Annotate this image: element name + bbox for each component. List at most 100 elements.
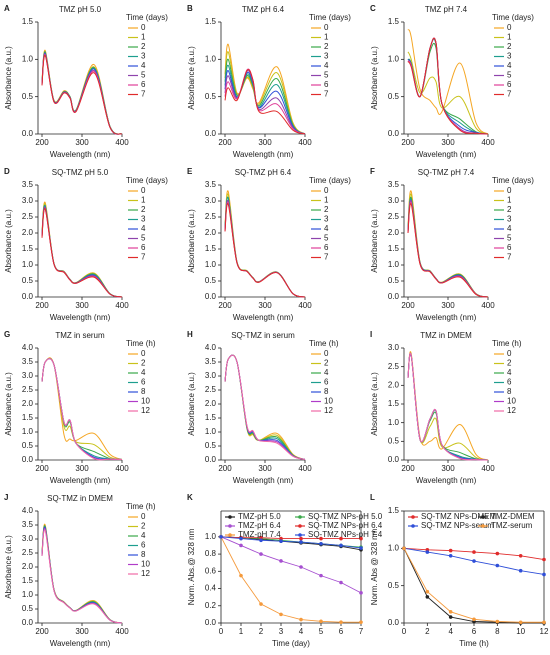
series-line [224, 193, 306, 298]
y-tick-label: 3.0 [388, 343, 400, 352]
series-line [407, 193, 489, 298]
marker [339, 536, 343, 541]
legend-label: 8 [141, 550, 146, 559]
x-tick-label: 300 [441, 138, 455, 147]
legend-label: 0 [324, 186, 329, 195]
legend-label: 6 [141, 243, 146, 252]
x-tick-label: 400 [481, 464, 495, 473]
marker [542, 620, 546, 625]
legend-label: SQ-TMZ NPs-DMEM [421, 512, 496, 521]
marker [259, 538, 263, 543]
series-line [224, 43, 306, 135]
panel-label: I [370, 330, 372, 339]
series-line [41, 529, 123, 624]
x-axis-label: Time (day) [272, 639, 310, 648]
y-tick-label: 4.0 [22, 506, 34, 515]
legend-label: 2 [141, 42, 146, 51]
y-tick-label: 0.0 [22, 292, 34, 301]
marker [448, 615, 453, 619]
y-tick-label: 1.0 [388, 418, 400, 427]
marker [299, 565, 303, 569]
y-tick-label: 0.0 [205, 618, 217, 627]
legend-label: 4 [507, 61, 512, 70]
legend-label: 6 [324, 80, 329, 89]
y-tick-label: 2.0 [388, 380, 400, 389]
legend-label: 2 [507, 359, 512, 368]
marker [359, 591, 363, 595]
legend-label: 2 [507, 205, 512, 214]
series-line [407, 38, 489, 135]
series-line [41, 204, 123, 298]
marker [319, 573, 323, 578]
legend-label: 3 [507, 52, 512, 61]
series-line [41, 358, 123, 460]
panel-title: SQ-TMZ pH 7.4 [418, 168, 475, 177]
marker [319, 541, 323, 546]
series-line [224, 190, 306, 298]
y-tick-label: 0.0 [388, 292, 400, 301]
y-tick-label: 2.0 [22, 399, 34, 408]
legend-label: 0 [141, 349, 146, 358]
legend-label: TMZ-pH 7.4 [238, 530, 281, 539]
panel-label: F [370, 167, 375, 176]
y-tick-label: 1.0 [22, 260, 34, 269]
legend-label: 3 [324, 52, 329, 61]
legend-label: 10 [141, 397, 150, 406]
legend-label: SQ-TMZ NPs-pH 7.4 [308, 530, 383, 539]
legend-label: 12 [141, 569, 150, 578]
x-tick-label: 200 [401, 464, 415, 473]
y-tick-label: 2.0 [22, 562, 34, 571]
marker [259, 602, 263, 606]
legend-label: TMZ-pH 6.4 [238, 521, 281, 530]
y-tick-label: 0.0 [388, 129, 400, 138]
legend-title: Time (h) [126, 339, 156, 348]
marker [299, 617, 303, 622]
x-tick-label: 300 [75, 138, 89, 147]
legend-label: 6 [324, 243, 329, 252]
series-line [224, 196, 306, 298]
x-tick-label: 2 [259, 627, 264, 636]
marker [472, 617, 476, 622]
series-line [407, 351, 489, 461]
marker [299, 540, 303, 544]
marker [239, 573, 243, 578]
series-line [41, 201, 123, 298]
series-line [224, 354, 306, 460]
y-tick-label: 2.5 [388, 212, 400, 221]
y-tick-label: 1.0 [22, 590, 34, 599]
series-line [407, 37, 489, 135]
legend-label: 7 [324, 253, 329, 262]
legend-label: 5 [324, 71, 329, 80]
marker [319, 536, 323, 541]
y-tick-label: 3.5 [205, 180, 217, 189]
panel-title: TMZ in serum [55, 331, 105, 340]
legend-marker [298, 524, 302, 528]
legend-label: 1 [324, 196, 329, 205]
y-tick-label: 0.0 [22, 455, 34, 464]
legend-label: 3 [324, 215, 329, 224]
y-tick-label: 3.0 [22, 196, 34, 205]
x-axis-label: Wavelength (nm) [233, 476, 294, 485]
legend-label: SQ-TMZ NPs-serum [421, 521, 494, 530]
y-tick-label: 1.0 [205, 54, 217, 63]
legend-marker [411, 524, 415, 528]
legend-label: 5 [141, 234, 146, 243]
series-line [41, 358, 123, 460]
series-line [41, 358, 123, 460]
legend-label: 1 [141, 33, 146, 42]
panel-title: TMZ in DMEM [420, 331, 472, 340]
x-tick-label: 12 [540, 627, 549, 636]
x-tick-label: 1 [239, 627, 244, 636]
series-line [407, 29, 489, 135]
marker [472, 550, 476, 554]
legend-title: Time (days) [309, 176, 351, 185]
y-tick-label: 1.5 [22, 413, 34, 422]
panel-title: SQ-TMZ in DMEM [47, 494, 113, 503]
legend-title: Time (days) [492, 176, 534, 185]
y-axis-label: Absorbance (a.u.) [187, 209, 196, 273]
series-line [41, 55, 123, 135]
legend-label: TMZ-serum [491, 521, 533, 530]
series-line [407, 352, 489, 461]
marker [425, 550, 430, 554]
